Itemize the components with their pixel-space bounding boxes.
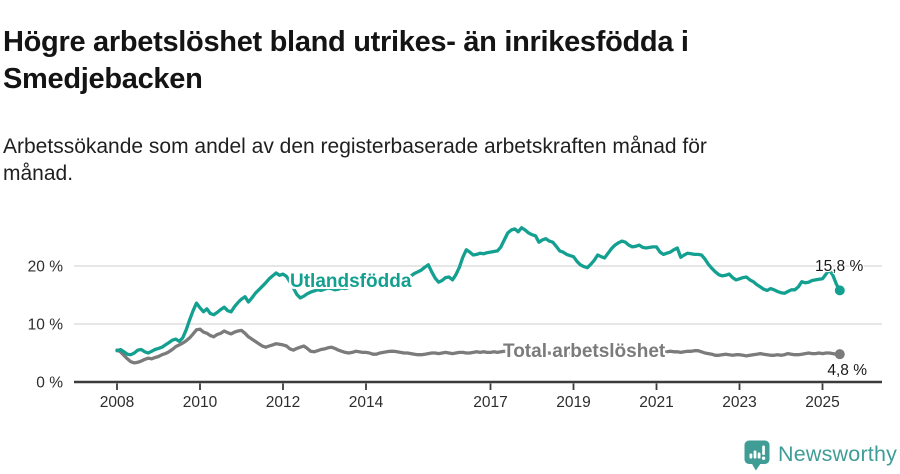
chart-title: Högre arbetslöshet bland utrikes- än inr…: [3, 26, 689, 96]
brand-name: Newsworthy: [778, 442, 898, 466]
x-tick-label: 2012: [266, 394, 300, 411]
y-tick-label: 0 %: [36, 375, 63, 392]
x-tick-label: 2010: [183, 394, 218, 411]
newsworthy-badge-icon: [744, 440, 770, 471]
series-label-utlandsfodda: Utlandsfödda: [290, 271, 412, 292]
series-end-dot: [834, 285, 845, 296]
series-end-dot: [834, 349, 845, 360]
x-tick-label: 2025: [805, 394, 839, 411]
x-tick-label: 2021: [639, 394, 673, 411]
series-line-utlandsf-dda: [115, 226, 842, 357]
series-label-total-arbetsloshet: Total arbetslöshet: [503, 341, 666, 362]
x-tick-label: 2008: [100, 394, 134, 411]
unemployment-line-chart: 0 % 10 % 20 % 2008 2010 2012 2014 2017 2019 2021 2…: [28, 226, 882, 411]
end-value-label-utlandsfodda: 15,8 %: [815, 258, 864, 275]
x-tick-label: 2014: [349, 394, 384, 411]
y-tick-label: 10 %: [28, 317, 64, 334]
end-value-label-total: 4,8 %: [827, 362, 867, 379]
newsworthy-logo: Newsworthy: [744, 440, 897, 471]
x-tick-label: 2017: [473, 394, 507, 411]
y-tick-label: 20 %: [28, 259, 64, 276]
chart-subtitle: Arbetssökande som andel av den registerb…: [3, 135, 707, 185]
x-tick-label: 2023: [722, 394, 756, 411]
series-line-total-arbetsl-shet: [115, 327, 842, 365]
x-tick-label: 2019: [556, 394, 590, 411]
